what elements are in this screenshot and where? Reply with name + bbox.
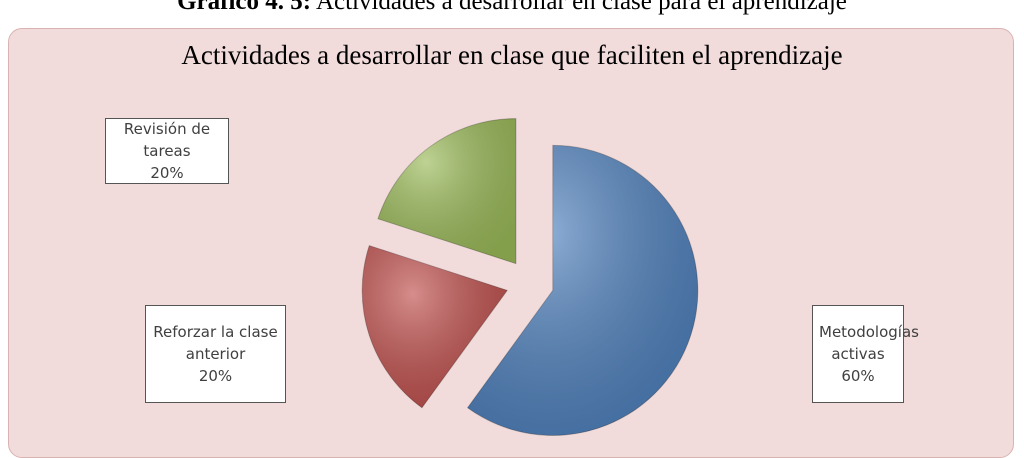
- caption-text: Actividades a desarrollar en clase para …: [315, 0, 847, 15]
- label-value: 20%: [198, 367, 233, 385]
- label-category: Reforzar la clase anterior: [153, 323, 278, 363]
- figure-caption: Gráfico 4. 5: Actividades a desarrollar …: [0, 0, 1024, 16]
- label-value: 60%: [841, 367, 875, 385]
- label-value: 20%: [150, 164, 184, 182]
- pie-slice: [377, 118, 517, 265]
- data-label: Metodologías activas 60%: [812, 305, 919, 403]
- label-category: Revisión de tareas: [123, 120, 211, 160]
- chart-title: Actividades a desarrollar en clase que f…: [181, 40, 843, 70]
- label-category: Metodologías activas: [819, 323, 919, 363]
- data-label: Reforzar la clase anterior 20%: [145, 305, 286, 403]
- caption-label: Gráfico 4. 5:: [177, 0, 312, 15]
- data-label: Revisión de tareas 20%: [105, 118, 229, 184]
